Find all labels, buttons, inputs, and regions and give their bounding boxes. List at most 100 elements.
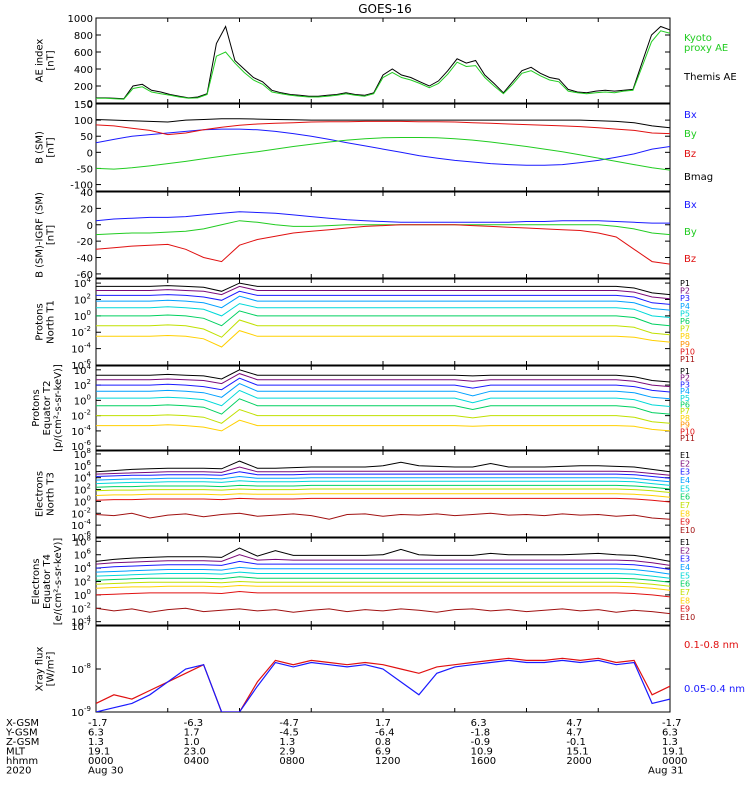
- legend-entry: E4: [680, 563, 690, 572]
- series-line-p8: [96, 330, 670, 348]
- x-table-cell: 0000: [88, 756, 113, 767]
- series-line-bx: [96, 128, 670, 166]
- x-table-cell: 23.0: [184, 747, 206, 758]
- series-line-bz: [96, 120, 670, 136]
- series-line-p4: [96, 295, 670, 311]
- legend-entry: P7: [680, 407, 690, 416]
- x-table-cell: 6.9: [375, 747, 391, 758]
- x-table-cell: 19.1: [88, 747, 110, 758]
- series-line-p7: [96, 319, 670, 338]
- x-table-cell: 6.3: [471, 718, 487, 729]
- legend-entry: P5: [680, 394, 690, 403]
- x-table-end-date: Aug 31: [648, 766, 683, 777]
- y-tick-label: 10-2: [71, 506, 91, 520]
- series-line-p3: [96, 290, 670, 305]
- legend-entry: P4: [680, 302, 690, 311]
- legend-entry: P7: [680, 325, 690, 334]
- y-tick-label: 102: [74, 378, 91, 392]
- series-line-p8: [96, 419, 670, 432]
- y-axis-label: Electrons: [31, 558, 42, 604]
- x-table-cell: 0400: [184, 756, 209, 767]
- y-axis-label: AE index: [35, 39, 46, 83]
- y-tick-label: 100: [74, 588, 91, 602]
- panel-frame: [95, 103, 671, 192]
- panel-ae: 1000 800 600 400 200 0 AE index [nT] Kyotoproxy …: [35, 14, 737, 110]
- panel-frame: [95, 365, 671, 451]
- y-tick-label: 40: [80, 188, 93, 199]
- legend-entry: P2: [680, 374, 690, 383]
- y-axis-label: North T1: [46, 300, 57, 344]
- x-table-cell: 2.9: [279, 747, 295, 758]
- series-line-e4: [96, 475, 670, 483]
- legend-entry: E6: [680, 580, 690, 589]
- series-line-themis-ae: [96, 25, 670, 100]
- y-axis-label: Protons: [31, 389, 42, 426]
- y-tick-label: 10-4: [71, 615, 91, 629]
- panel-bsm: 150 100 50 0 -50 -100 B (SM) [nT] Bx By Bz Bmag: [35, 100, 714, 192]
- y-tick-label: 104: [74, 276, 92, 290]
- series-line-p2: [96, 373, 670, 388]
- panel-frame: [95, 191, 671, 279]
- y-axis-label: Equator T2: [42, 381, 53, 436]
- y-axis-label: [nT]: [46, 50, 57, 70]
- series-line-p6: [96, 310, 670, 327]
- x-table-row-label: X-GSM: [6, 718, 39, 729]
- y-tick-label: 104: [74, 363, 92, 377]
- x-table-cell: -4.5: [279, 728, 299, 739]
- series-line-by: [96, 137, 670, 171]
- series-line-bmag: [96, 118, 670, 129]
- y-tick-label: 20: [80, 204, 93, 215]
- x-table-cell: -0.1: [566, 737, 586, 748]
- series-line-p7: [96, 408, 670, 424]
- legend-entry: P6: [680, 317, 690, 326]
- y-axis-label: [nT]: [46, 225, 57, 245]
- x-table-cell: 10.9: [471, 747, 493, 758]
- chart-title: GOES-16: [358, 2, 412, 16]
- legend-entry: E4: [680, 476, 690, 485]
- y-axis-label: B (SM)-IGRF (SM): [35, 192, 46, 278]
- y-axis-label: Xray flux: [35, 647, 46, 692]
- series-line-e10: [96, 512, 670, 520]
- series-line-e5: [96, 571, 670, 579]
- y-tick-label: 100: [74, 494, 91, 508]
- legend-entry: P11: [680, 434, 695, 443]
- y-tick-label: 0: [87, 148, 93, 159]
- y-axis-label: Equator T4: [42, 554, 53, 609]
- series-line-e7: [96, 488, 670, 493]
- legend-entry: E10: [680, 613, 695, 622]
- series-line-bx: [96, 211, 670, 224]
- series-line-e8: [96, 493, 670, 498]
- series-line-e9: [96, 590, 670, 598]
- x-table-cell: -1.7: [662, 718, 682, 729]
- y-tick-label: 102: [74, 575, 91, 589]
- y-tick-label: 10-8: [71, 662, 91, 676]
- x-table-cell: 4.7: [566, 718, 582, 729]
- x-table-cell: 4.7: [566, 728, 582, 739]
- y-tick-label: -50: [77, 164, 93, 175]
- y-axis-label: [p/(cm²-s-sr-keV)]: [53, 364, 64, 452]
- x-table-cell: -0.9: [471, 737, 491, 748]
- y-tick-label: -40: [77, 254, 93, 265]
- series-line-e9: [96, 497, 670, 503]
- legend-entry: E3: [680, 555, 690, 564]
- x-table-cell: 1.3: [662, 737, 678, 748]
- legend-entry: 0.1-0.8 nm: [684, 640, 739, 651]
- x-table-cell: 6.3: [662, 728, 678, 739]
- x-table-row-label: hhmm: [6, 756, 38, 767]
- legend-entry: Bx: [684, 200, 697, 211]
- y-tick-label: 150: [74, 100, 93, 111]
- legend-entry: P3: [680, 294, 690, 303]
- series-line-0-05-0-4-nm: [96, 659, 670, 712]
- panel-bigrf: 40 20 0 -20 -40 -60 B (SM)-IGRF (SM) [nT] Bx By Bz: [35, 188, 697, 281]
- panel-frame: [95, 537, 671, 626]
- series-line-e5: [96, 480, 670, 486]
- x-table-year: 2020: [6, 766, 31, 777]
- panel-frame: [95, 278, 671, 366]
- series-line-p4: [96, 383, 670, 400]
- legend-entry: P8: [680, 414, 690, 423]
- legend-entry: E2: [680, 546, 690, 555]
- y-tick-label: 100: [74, 309, 91, 323]
- series-line-p2: [96, 285, 670, 300]
- x-table-cell: -6.4: [375, 728, 395, 739]
